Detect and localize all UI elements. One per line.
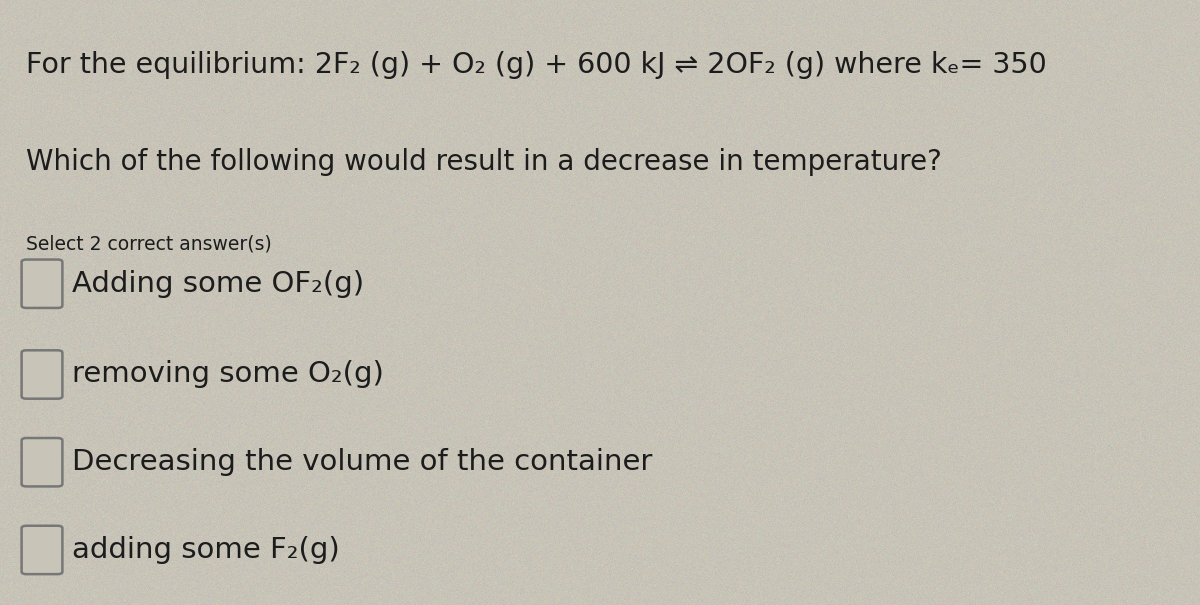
- Text: removing some O₂(g): removing some O₂(g): [72, 361, 384, 388]
- FancyBboxPatch shape: [22, 350, 62, 399]
- Text: Adding some OF₂(g): Adding some OF₂(g): [72, 270, 364, 298]
- FancyBboxPatch shape: [22, 438, 62, 486]
- Text: adding some F₂(g): adding some F₂(g): [72, 536, 340, 564]
- Text: For the equilibrium: 2F₂ (g) + O₂ (g) + 600 kJ ⇌ 2OF₂ (g) where kₑ= 350: For the equilibrium: 2F₂ (g) + O₂ (g) + …: [26, 51, 1048, 79]
- FancyBboxPatch shape: [22, 526, 62, 574]
- FancyBboxPatch shape: [22, 260, 62, 308]
- Text: Decreasing the volume of the container: Decreasing the volume of the container: [72, 448, 653, 476]
- Text: Which of the following would result in a decrease in temperature?: Which of the following would result in a…: [26, 148, 942, 176]
- Text: Select 2 correct answer(s): Select 2 correct answer(s): [26, 235, 272, 253]
